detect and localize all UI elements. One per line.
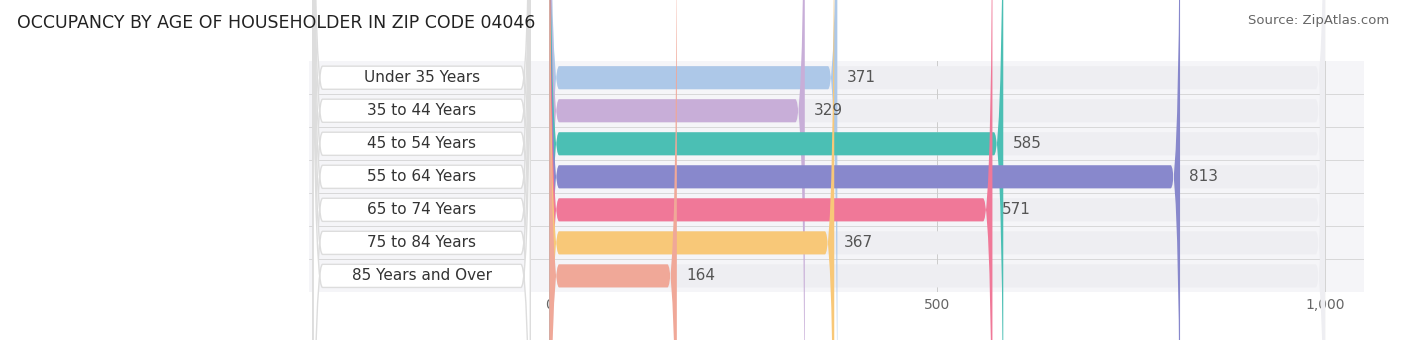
Text: 571: 571 [1001,202,1031,217]
Text: 35 to 44 Years: 35 to 44 Years [367,103,477,118]
FancyBboxPatch shape [550,0,1324,340]
Text: 55 to 64 Years: 55 to 64 Years [367,169,477,184]
FancyBboxPatch shape [550,0,834,340]
FancyBboxPatch shape [314,0,530,340]
Text: 329: 329 [814,103,844,118]
FancyBboxPatch shape [550,0,1324,340]
FancyBboxPatch shape [314,0,530,340]
Text: 813: 813 [1189,169,1219,184]
Text: 371: 371 [846,70,876,85]
Text: 85 Years and Over: 85 Years and Over [352,268,492,283]
FancyBboxPatch shape [550,0,1324,340]
Text: Source: ZipAtlas.com: Source: ZipAtlas.com [1249,14,1389,27]
FancyBboxPatch shape [550,0,993,340]
Text: Under 35 Years: Under 35 Years [364,70,479,85]
FancyBboxPatch shape [314,0,530,340]
FancyBboxPatch shape [314,0,530,340]
FancyBboxPatch shape [550,0,1004,340]
FancyBboxPatch shape [550,0,1324,340]
Text: 164: 164 [686,268,716,283]
FancyBboxPatch shape [550,0,676,340]
FancyBboxPatch shape [550,0,1324,340]
FancyBboxPatch shape [314,0,530,340]
FancyBboxPatch shape [550,0,1324,340]
FancyBboxPatch shape [550,0,838,340]
Text: OCCUPANCY BY AGE OF HOUSEHOLDER IN ZIP CODE 04046: OCCUPANCY BY AGE OF HOUSEHOLDER IN ZIP C… [17,14,536,32]
Text: 75 to 84 Years: 75 to 84 Years [367,235,477,250]
FancyBboxPatch shape [314,0,530,340]
Text: 367: 367 [844,235,873,250]
FancyBboxPatch shape [550,0,1324,340]
Text: 45 to 54 Years: 45 to 54 Years [367,136,477,151]
Text: 65 to 74 Years: 65 to 74 Years [367,202,477,217]
FancyBboxPatch shape [550,0,804,340]
FancyBboxPatch shape [550,0,1180,340]
FancyBboxPatch shape [314,0,530,340]
Text: 585: 585 [1012,136,1042,151]
